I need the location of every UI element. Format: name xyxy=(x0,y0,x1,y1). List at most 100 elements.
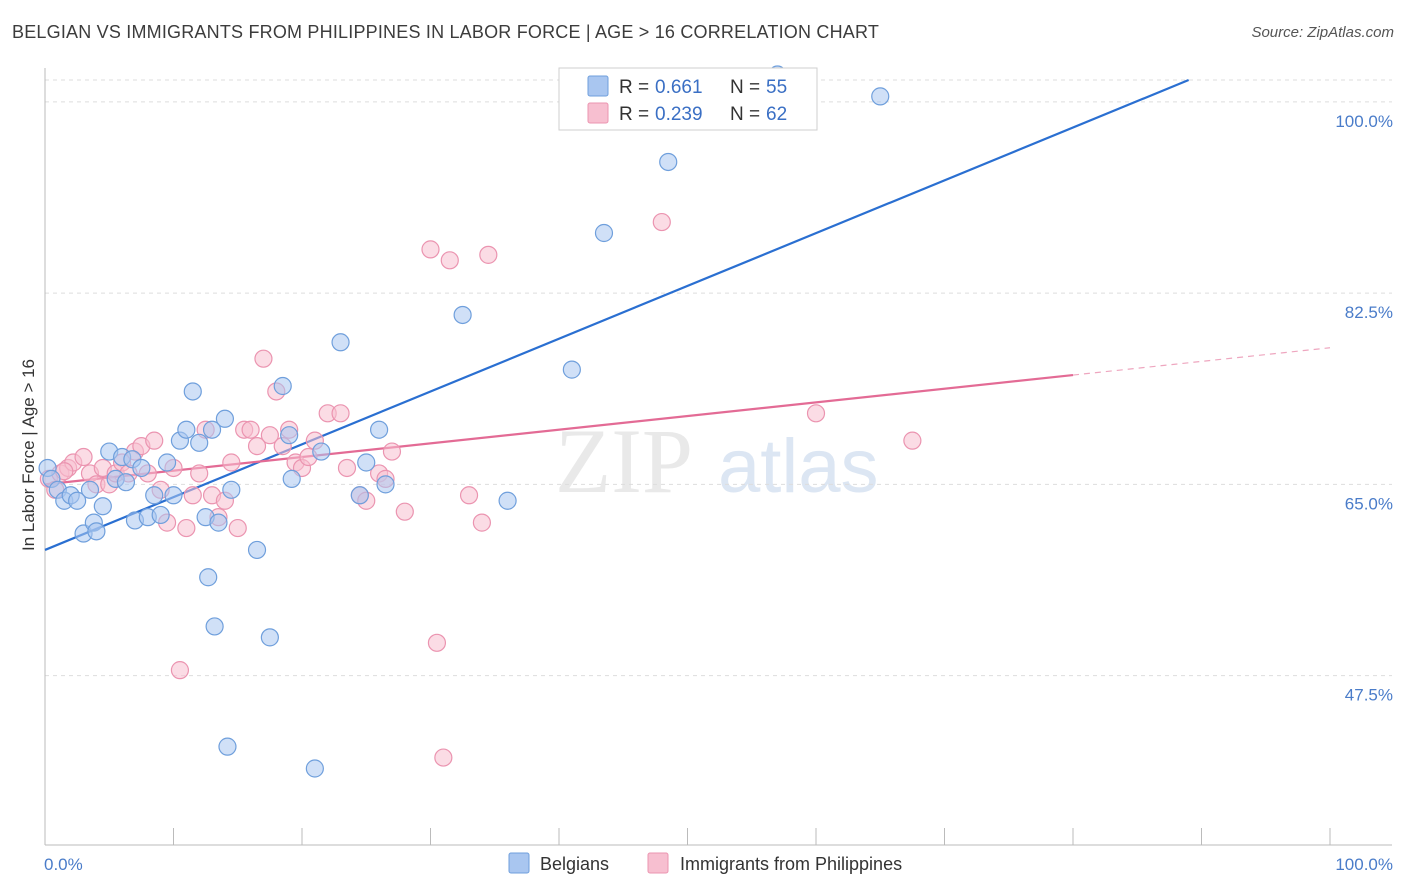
point-belgians xyxy=(87,522,106,541)
point-belgians xyxy=(498,491,517,510)
axes xyxy=(44,68,1392,846)
y-tick-label: 47.5% xyxy=(1345,686,1393,705)
y-tick-label: 65.0% xyxy=(1345,494,1393,513)
point-philippines xyxy=(222,453,241,472)
point-philippines xyxy=(427,633,447,652)
point-philippines xyxy=(254,349,273,368)
bottom-legend-swatch-philippines xyxy=(647,852,669,874)
bottom-legend-label-philippines: Immigrants from Philippines xyxy=(680,854,902,874)
point-belgians xyxy=(871,87,890,106)
point-philippines xyxy=(472,513,491,532)
legend-n-label-belgians: N = xyxy=(730,77,760,98)
watermark: ZIP atlas xyxy=(555,410,879,512)
point-belgians xyxy=(376,475,395,494)
legend-swatch-belgians xyxy=(587,75,609,97)
point-philippines xyxy=(228,518,247,538)
point-philippines xyxy=(440,251,459,270)
point-philippines xyxy=(190,464,209,483)
x-tick-label: 100.0% xyxy=(1335,855,1393,874)
point-belgians xyxy=(157,453,177,472)
point-philippines xyxy=(331,404,350,423)
point-belgians xyxy=(93,497,112,516)
point-belgians xyxy=(218,737,237,756)
tick-labels: 47.5% 65.0% 82.5% 100.0% 0.0% 100.0% xyxy=(44,112,1393,874)
point-belgians xyxy=(164,486,183,505)
point-belgians xyxy=(305,759,324,778)
point-philippines xyxy=(903,431,922,450)
point-belgians xyxy=(453,305,472,325)
point-belgians xyxy=(331,333,350,352)
point-philippines xyxy=(806,404,826,423)
point-belgians xyxy=(116,473,136,492)
point-belgians xyxy=(357,453,376,472)
legend-r-label-belgians: R = xyxy=(619,77,649,98)
point-philippines xyxy=(421,240,440,259)
point-philippines xyxy=(145,431,164,450)
trend-line-philippines xyxy=(44,373,1074,486)
point-philippines xyxy=(177,518,196,538)
data-points xyxy=(38,65,922,778)
point-philippines xyxy=(260,426,279,445)
point-philippines xyxy=(247,437,267,456)
point-belgians xyxy=(247,540,267,560)
point-philippines xyxy=(652,212,671,232)
point-philippines xyxy=(479,245,498,264)
point-belgians xyxy=(370,420,389,439)
point-belgians xyxy=(183,382,202,401)
point-belgians xyxy=(350,486,369,505)
point-philippines xyxy=(395,502,414,521)
trend-line-belgians xyxy=(44,78,1190,551)
point-philippines xyxy=(241,420,260,439)
point-belgians xyxy=(280,426,299,445)
point-philippines xyxy=(170,661,190,680)
grid-lines xyxy=(45,79,1392,677)
watermark-atlas: atlas xyxy=(718,424,879,509)
legend-n-value-philippines: 62 xyxy=(766,104,787,125)
point-belgians xyxy=(659,152,678,172)
point-belgians xyxy=(594,223,614,243)
point-belgians xyxy=(177,420,196,439)
watermark-zip: ZIP xyxy=(555,410,693,512)
legend-n-label-philippines: N = xyxy=(730,104,760,125)
point-philippines xyxy=(382,442,402,461)
point-belgians xyxy=(562,360,581,379)
point-belgians xyxy=(80,480,100,499)
trend-lines xyxy=(44,78,1331,551)
point-philippines xyxy=(459,486,479,505)
point-belgians xyxy=(199,568,218,587)
point-belgians xyxy=(151,505,170,525)
chart-source: Source: ZipAtlas.com xyxy=(1251,24,1394,41)
bottom-legend-swatch-belgians xyxy=(508,852,530,874)
point-belgians xyxy=(205,617,224,636)
x-tick-label: 0.0% xyxy=(44,855,83,874)
legend-r-value-philippines: 0.239 xyxy=(655,104,703,125)
point-belgians xyxy=(202,420,222,439)
legend-n-value-belgians: 55 xyxy=(766,77,787,98)
point-belgians xyxy=(312,442,331,461)
trend-extension-philippines xyxy=(1072,347,1331,376)
point-belgians xyxy=(190,433,209,452)
point-belgians xyxy=(215,409,234,428)
series-legend: Belgians Immigrants from Philippines xyxy=(508,852,902,874)
point-belgians xyxy=(132,458,151,478)
point-belgians xyxy=(145,486,164,505)
point-philippines xyxy=(337,458,357,478)
point-belgians xyxy=(222,480,241,499)
legend-r-value-belgians: 0.661 xyxy=(655,77,703,98)
legend-r-label-philippines: R = xyxy=(619,104,649,125)
point-belgians xyxy=(68,491,87,510)
point-philippines xyxy=(434,748,453,767)
y-tick-label: 100.0% xyxy=(1335,112,1393,131)
y-axis-title: In Labor Force | Age > 16 xyxy=(19,359,38,551)
point-philippines xyxy=(183,486,202,505)
point-belgians xyxy=(209,513,228,532)
bottom-legend-label-belgians: Belgians xyxy=(540,854,609,874)
point-philippines xyxy=(74,447,93,467)
point-belgians xyxy=(273,376,292,396)
y-tick-label: 82.5% xyxy=(1345,303,1393,322)
legend-swatch-philippines xyxy=(587,102,609,124)
stats-legend: R = 0.661 N = 55 R = 0.239 N = 62 xyxy=(558,67,818,131)
chart-title: BELGIAN VS IMMIGRANTS FROM PHILIPPINES I… xyxy=(12,22,880,42)
